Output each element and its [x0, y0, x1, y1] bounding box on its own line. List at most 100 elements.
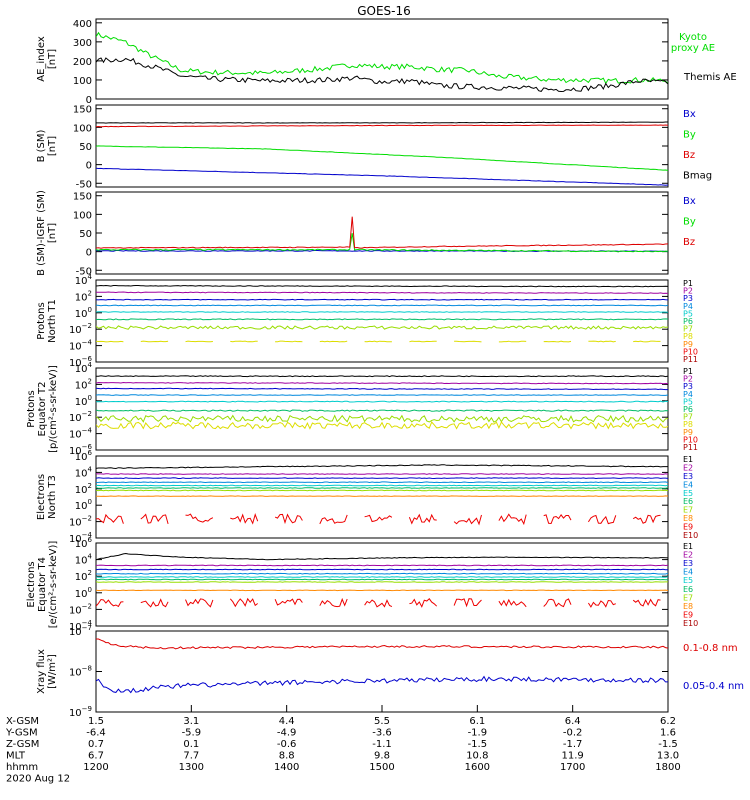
series-line-themis-ae: [96, 57, 668, 93]
series-line-e4: [96, 572, 668, 575]
x-tick-label: 6.7: [88, 751, 104, 762]
legend-label: E6: [683, 585, 693, 594]
panel-frame: [95, 104, 669, 188]
x-tick-label: -1.7: [563, 739, 583, 750]
series-line-p2: [96, 291, 668, 294]
y-tick-label: 106: [75, 536, 93, 550]
y-tick-label: 100: [73, 210, 92, 221]
x-tick-label: -1.1: [372, 739, 392, 750]
x-tick-label: 1200: [83, 762, 108, 773]
legend-label: Bz: [683, 237, 695, 248]
series-line-p5: [96, 400, 668, 403]
legend-label: P10: [683, 435, 698, 444]
legend-label: Kyoto: [679, 32, 707, 43]
y-axis-label-line: Xray flux: [36, 649, 47, 694]
x-row-label: X-GSM: [6, 716, 39, 727]
series-line-by: [96, 233, 668, 253]
x-tick-label: 1500: [369, 762, 394, 773]
legend-label: E9: [683, 523, 693, 532]
legend-label: E1: [683, 542, 693, 551]
series-line-e6: [96, 487, 668, 489]
legend-label: By: [683, 130, 696, 141]
series-line-p1: [96, 284, 668, 288]
y-axis-label-line: Electrons: [36, 474, 47, 520]
y-axis-label-line: [W/m²]: [47, 654, 58, 689]
series-line-p1: [96, 375, 668, 378]
x-tick-label: -5.9: [182, 728, 202, 739]
x-tick-label: -1.5: [658, 739, 678, 750]
legend-label: P1: [683, 367, 693, 376]
legend-label: P10: [683, 347, 698, 356]
panel-frame: [95, 191, 669, 275]
y-tick-label: 100: [75, 394, 92, 408]
legend-label: P5: [683, 397, 693, 406]
x-tick-label: 6.4: [565, 716, 581, 727]
y-tick-label: 400: [73, 19, 92, 30]
y-tick-label: 102: [75, 289, 92, 303]
y-tick-label: 100: [73, 76, 92, 87]
y-axis-label-line: [nT]: [47, 223, 58, 243]
series-line-e9: [96, 597, 661, 608]
series-line-p7: [96, 414, 668, 423]
x-tick-label: 3.1: [183, 716, 199, 727]
x-tick-label: 1700: [560, 762, 585, 773]
x-tick-label: -1.5: [468, 739, 488, 750]
y-tick-label: 10−2: [69, 410, 92, 424]
y-tick-label: 10−2: [69, 515, 92, 529]
series-line-e4: [96, 481, 668, 484]
legend-label: P4: [683, 390, 693, 399]
legend-label: E5: [683, 489, 693, 498]
legend-label: Themis AE: [683, 72, 737, 83]
y-tick-label: 50: [79, 229, 92, 240]
y-tick-label: 104: [75, 553, 93, 567]
legend-label: Bz: [683, 150, 695, 161]
legend-label: Bx: [683, 196, 696, 207]
x-tick-label: 0.7: [88, 739, 104, 750]
legend-label: E9: [683, 610, 693, 619]
y-axis-label-line: [p/(cm²-s-sr-keV)]: [48, 365, 59, 453]
y-axis-label-line: AE_index: [36, 36, 47, 82]
y-axis-label: Protons Equator T2 [p/(cm²-s-sr-keV)]: [26, 365, 59, 453]
x-row-label: hhmm: [6, 762, 38, 773]
y-tick-label: 10−2: [69, 322, 92, 336]
legend-label: P11: [683, 443, 698, 452]
legend-label: 0.1-0.8 nm: [683, 643, 738, 654]
x-tick-label: 0.1: [183, 739, 199, 750]
legend-label: P2: [683, 287, 693, 296]
y-tick-label: 10−7: [69, 624, 92, 638]
series-line-p2: [96, 381, 668, 385]
legend-label: E7: [683, 593, 693, 602]
legend-label: E5: [683, 576, 693, 585]
x-tick-label: 6.1: [469, 716, 485, 727]
legend-label: E7: [683, 506, 693, 515]
series-line-e1: [96, 464, 668, 470]
series-line-e5: [96, 484, 668, 487]
x-tick-label: -3.6: [372, 728, 392, 739]
x-tick-label: 10.8: [466, 751, 488, 762]
series-line-kyoto-proxy-ae: [96, 31, 668, 85]
series-line-bz: [96, 124, 668, 128]
legend-label: P3: [683, 382, 693, 391]
y-axis-label-line: Electrons: [26, 561, 37, 607]
series-line-e6: [96, 578, 668, 581]
panel-2: -50 0 50 100 150 B (SM) [nT] Bx By Bz Bmag: [36, 104, 712, 190]
y-tick-label: 100: [75, 498, 92, 512]
y-tick-label: 102: [75, 377, 92, 391]
x-tick-label: 1300: [179, 762, 204, 773]
y-tick-label: 150: [73, 192, 92, 203]
series-line-0-1-0-8-nm: [96, 638, 668, 650]
x-tick-label: 1600: [465, 762, 490, 773]
x-tick-label: 9.8: [374, 751, 390, 762]
legend-label: P4: [683, 302, 693, 311]
legend-label: P9: [683, 340, 693, 349]
y-axis-label: Electrons Equator T4 [e/(cm²-s-sr-keV)]: [26, 541, 59, 629]
y-axis-label: B (SM) [nT]: [36, 129, 58, 162]
legend-label: P3: [683, 294, 693, 303]
y-tick-label: 104: [75, 361, 93, 375]
y-axis-label-line: Protons: [26, 390, 37, 427]
x-tick-label: -4.9: [277, 728, 297, 739]
legend-label: E1: [683, 455, 693, 464]
legend-label: E3: [683, 472, 693, 481]
y-tick-label: 0: [86, 248, 92, 259]
x-row-label: Y-GSM: [5, 728, 38, 739]
